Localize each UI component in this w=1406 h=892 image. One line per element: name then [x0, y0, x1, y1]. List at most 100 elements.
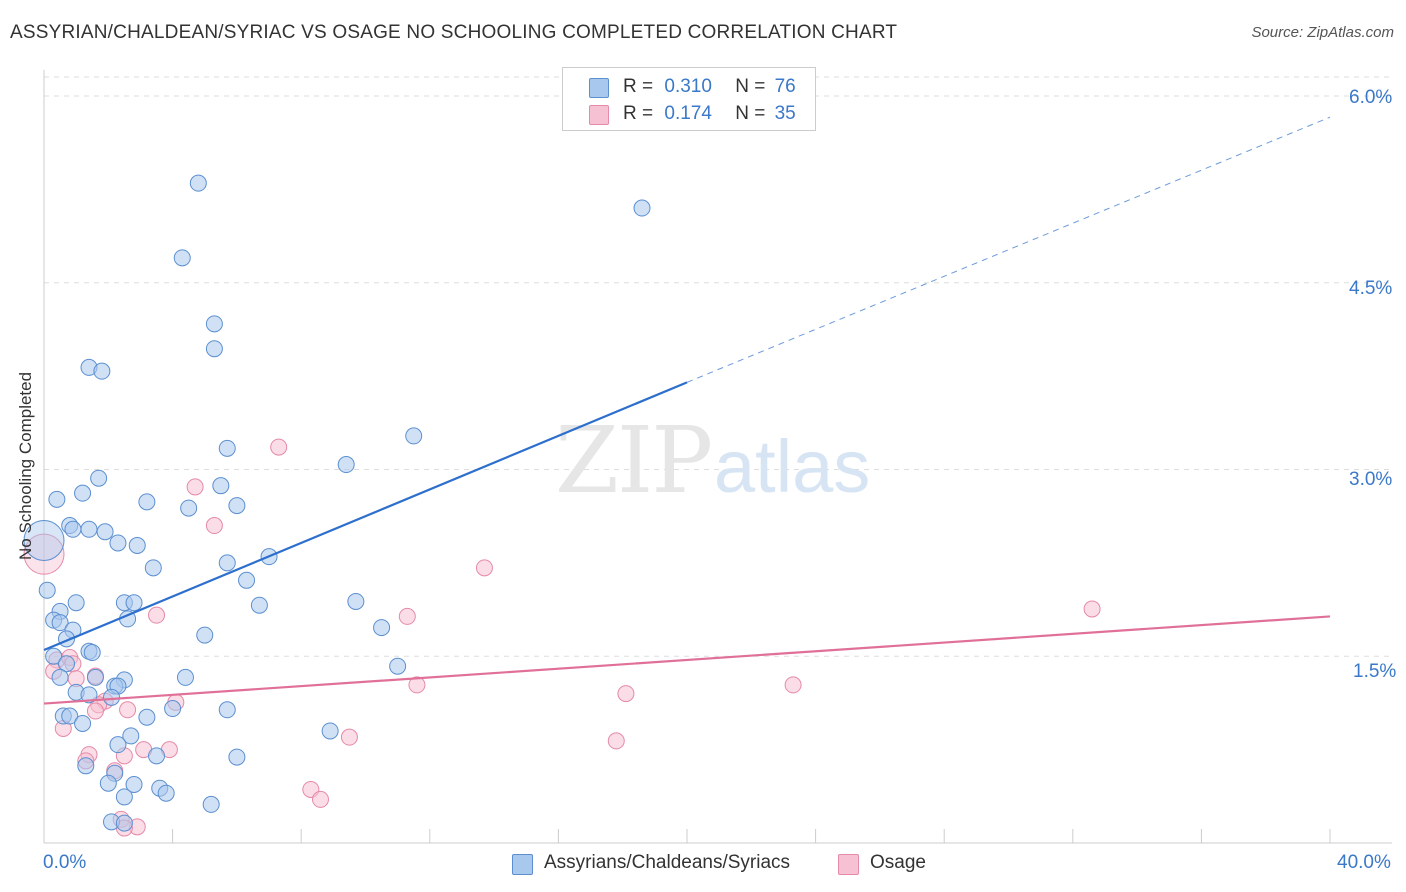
osage-point	[408, 676, 426, 694]
assyrian-point	[51, 668, 69, 686]
watermark-atlas: atlas	[714, 425, 870, 508]
osage-point	[148, 606, 166, 624]
assyrian-point	[164, 700, 182, 718]
assyrian-point	[138, 708, 156, 726]
chart-title: ASSYRIAN/CHALDEAN/SYRIAC VS OSAGE NO SCH…	[10, 22, 898, 43]
assyrian-point	[83, 644, 101, 662]
series-legend-label: Osage	[870, 852, 926, 873]
y-tick-label: 6.0%	[1349, 87, 1393, 108]
y-tick-label: 4.5%	[1349, 278, 1393, 299]
osage-point	[340, 728, 358, 746]
assyrian-point	[58, 655, 76, 673]
assyrian-point	[218, 554, 236, 572]
assyrian-point	[321, 722, 339, 740]
legend-n-label: N =	[735, 103, 766, 124]
series-legend-label: Assyrians/Chaldeans/Syriacs	[544, 852, 791, 873]
y-tick-label: 3.0%	[1349, 469, 1393, 490]
osage-point	[475, 559, 493, 577]
assyrian-point	[109, 534, 127, 552]
grid-lines	[44, 76, 1392, 657]
assyrian-point	[228, 748, 246, 766]
x-tick-label: 0.0%	[43, 852, 87, 873]
assyrian-point	[122, 727, 140, 745]
assyrian-point	[218, 701, 236, 719]
legend-n-value: 35	[774, 103, 796, 124]
osage-point	[186, 478, 204, 496]
assyrian-point	[144, 559, 162, 577]
watermark-zip: ZIP	[555, 407, 711, 514]
osage-point	[119, 701, 137, 719]
assyrian-trend-line	[43, 381, 688, 652]
assyrian-point	[45, 647, 63, 665]
assyrian-point	[205, 340, 223, 358]
assyrian-point	[212, 477, 230, 495]
osage-trend-line	[43, 615, 1331, 705]
zipatlas-watermark: ZIP atlas	[555, 407, 870, 514]
assyrian-point	[90, 469, 108, 487]
assyrian-point	[205, 315, 223, 333]
assyrian-point	[96, 523, 114, 541]
assyrian-point	[337, 456, 355, 474]
assyrian-point	[373, 619, 391, 637]
assyrian-point	[74, 714, 92, 732]
pink-swatch	[838, 854, 859, 875]
assyrian-point	[86, 668, 104, 686]
series-legend: Assyrians/Chaldeans/Syriacs Osage	[0, 852, 1406, 878]
assyrian-point	[77, 757, 95, 775]
assyrian-point	[99, 774, 117, 792]
assyrian-point	[157, 784, 175, 802]
assyrian-point	[80, 520, 98, 538]
correlation-legend: R = 0.310 N = 76 R = 0.174 N = 35	[562, 67, 816, 131]
assyrian-point	[125, 775, 143, 793]
assyrian-point	[93, 362, 111, 380]
blue-swatch	[589, 78, 609, 98]
osage-point	[398, 607, 416, 625]
pink-swatch	[589, 105, 609, 125]
osage-point	[205, 517, 223, 535]
y-axis-label: No Schooling Completed	[16, 371, 35, 560]
osage-point	[86, 702, 104, 720]
assyrian-point	[250, 596, 268, 614]
assyrian-points	[23, 174, 651, 832]
osage-point-large	[23, 533, 65, 575]
assyrian-point	[74, 484, 92, 502]
osage-point	[784, 676, 802, 694]
assyrian-point	[405, 427, 423, 445]
assyrian-point	[633, 199, 651, 217]
source-label: Source: ZipAtlas.com	[1251, 24, 1394, 41]
assyrian-point	[196, 626, 214, 644]
axes	[43, 70, 1392, 844]
assyrian-point	[109, 736, 127, 754]
assyrian-point-large	[23, 519, 65, 561]
assyrian-point	[103, 688, 121, 706]
legend-n-label: N =	[735, 76, 766, 97]
assyrian-point	[228, 497, 246, 515]
legend-r-value: 0.310	[664, 76, 712, 97]
assyrian-trend-extension	[686, 116, 1331, 383]
legend-n-value: 76	[774, 76, 796, 97]
assyrian-point	[389, 657, 407, 675]
assyrian-point	[218, 439, 236, 457]
assyrian-point	[80, 686, 98, 704]
assyrian-point	[189, 174, 207, 192]
x-tick-label: 40.0%	[1337, 852, 1391, 873]
assyrian-point	[51, 614, 69, 632]
osage-point	[311, 790, 329, 808]
assyrian-point	[138, 493, 156, 511]
assyrian-point	[202, 795, 220, 813]
assyrian-point	[128, 536, 146, 554]
assyrian-point	[115, 814, 133, 832]
assyrian-point	[180, 499, 198, 517]
assyrian-point	[125, 594, 143, 612]
assyrian-point	[48, 490, 66, 508]
legend-r-label: R =	[623, 103, 654, 124]
osage-point	[607, 732, 625, 750]
blue-swatch	[512, 854, 533, 875]
osage-point	[1083, 600, 1101, 618]
assyrian-point	[173, 249, 191, 267]
assyrian-point	[347, 592, 365, 610]
assyrian-point	[67, 594, 85, 612]
assyrian-point	[238, 571, 256, 589]
assyrian-point	[61, 707, 79, 725]
